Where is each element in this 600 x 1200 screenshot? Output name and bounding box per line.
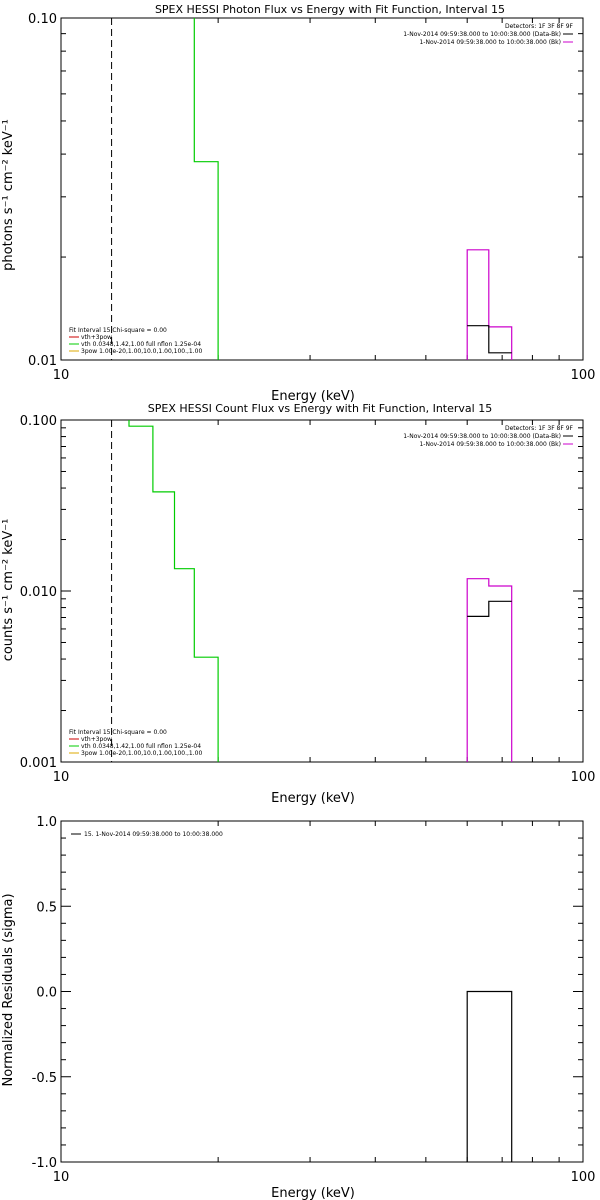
photon-flux-panel: SPEX HESSI Photon Flux vs Energy with Fi… (1, 3, 595, 404)
plot-frame (60, 17, 584, 361)
y-tick-label: 0.01 (28, 354, 57, 369)
y-tick-label: 0.100 (20, 414, 57, 429)
count-flux-title: SPEX HESSI Count Flux vs Energy with Fit… (148, 402, 492, 415)
data-series-line (467, 325, 512, 354)
legend-title: Fit Interval 15 Chi-square = 0.00 (69, 327, 167, 334)
count-flux-xlabel: Energy (keV) (271, 791, 355, 806)
legend-label: 1-Nov-2014 09:59:38.000 to 10:00:38.000 … (419, 39, 561, 46)
x-tick-label: 100 (571, 368, 596, 383)
residuals-xlabel: Energy (keV) (271, 1186, 355, 1200)
y-tick-label: -1.0 (32, 1156, 57, 1171)
legend-label: vth 0.0348,1.42,1.00 full nflon 1.25e-04 (81, 341, 201, 348)
residuals-ylabel: Normalized Residuals (sigma) (1, 893, 16, 1086)
x-tick-label: 10 (53, 368, 70, 383)
photon-flux-ylabel: photons s⁻¹ cm⁻² keV⁻¹ (1, 119, 16, 271)
legend-label: 1-Nov-2014 09:59:38.000 to 10:00:38.000 … (403, 31, 561, 38)
y-tick-label: 0.10 (28, 12, 57, 27)
photon-flux-title: SPEX HESSI Photon Flux vs Energy with Fi… (155, 3, 505, 16)
count-flux-plot: 10 100 0.001 0.010 0.100 Detectors: 1F 3F 8F … (20, 414, 596, 785)
data-series-line (466, 990, 513, 1162)
data-series-line (193, 18, 219, 360)
legend-label: 3pow 1.00e-20,1.00,10.0,1.00,100.,1.00 (81, 348, 202, 355)
photon-flux-xlabel: Energy (keV) (271, 389, 355, 404)
residuals-panel: Energy (keV) Normalized Residuals (sigma… (1, 815, 595, 1200)
x-tick-label: 10 (53, 770, 70, 785)
legend-title: Fit Interval 15 Chi-square = 0.00 (69, 729, 167, 736)
y-tick-label: 0.5 (36, 900, 57, 915)
y-tick-label: 0.0 (36, 986, 57, 1001)
legend-title: Detectors: 1F 3F 8F 9F (505, 23, 574, 30)
x-tick-label: 100 (571, 770, 596, 785)
x-tick-label: 10 (53, 1170, 70, 1185)
plot-frame (60, 419, 584, 763)
data-series-line (128, 420, 219, 762)
y-tick-label: -0.5 (32, 1071, 57, 1086)
y-tick-label: 1.0 (36, 815, 57, 830)
legend-label: 1-Nov-2014 09:59:38.000 to 10:00:38.000 … (403, 433, 561, 440)
residuals-plot: 10 100 -1.0 -0.5 0.0 0.5 1.0 15. 1-Nov-2014 09:… (32, 815, 596, 1185)
legend-label: 1-Nov-2014 09:59:38.000 to 10:00:38.000 … (419, 441, 561, 448)
data-series-line (467, 600, 512, 618)
data-series-line (466, 578, 513, 762)
y-tick-label: 0.010 (20, 585, 57, 600)
y-tick-label: 0.001 (20, 756, 57, 771)
legend-label: 15. 1-Nov-2014 09:59:38.000 to 10:00:38.… (84, 831, 223, 838)
legend-title: Detectors: 1F 3F 8F 9F (505, 425, 574, 432)
data-series-line (466, 249, 513, 360)
legend-label: vth+3pow (81, 334, 112, 341)
legend-label: vth+3pow (81, 736, 112, 743)
count-flux-panel: SPEX HESSI Count Flux vs Energy with Fit… (1, 402, 595, 806)
legend-label: vth 0.0348,1.42,1.00 full nflon 1.25e-04 (81, 743, 201, 750)
count-flux-ylabel: counts s⁻¹ cm⁻² keV⁻¹ (1, 519, 16, 662)
legend-label: 3pow 1.00e-20,1.00,10.0,1.00,100.,1.00 (81, 750, 202, 757)
x-tick-label: 100 (571, 1170, 596, 1185)
